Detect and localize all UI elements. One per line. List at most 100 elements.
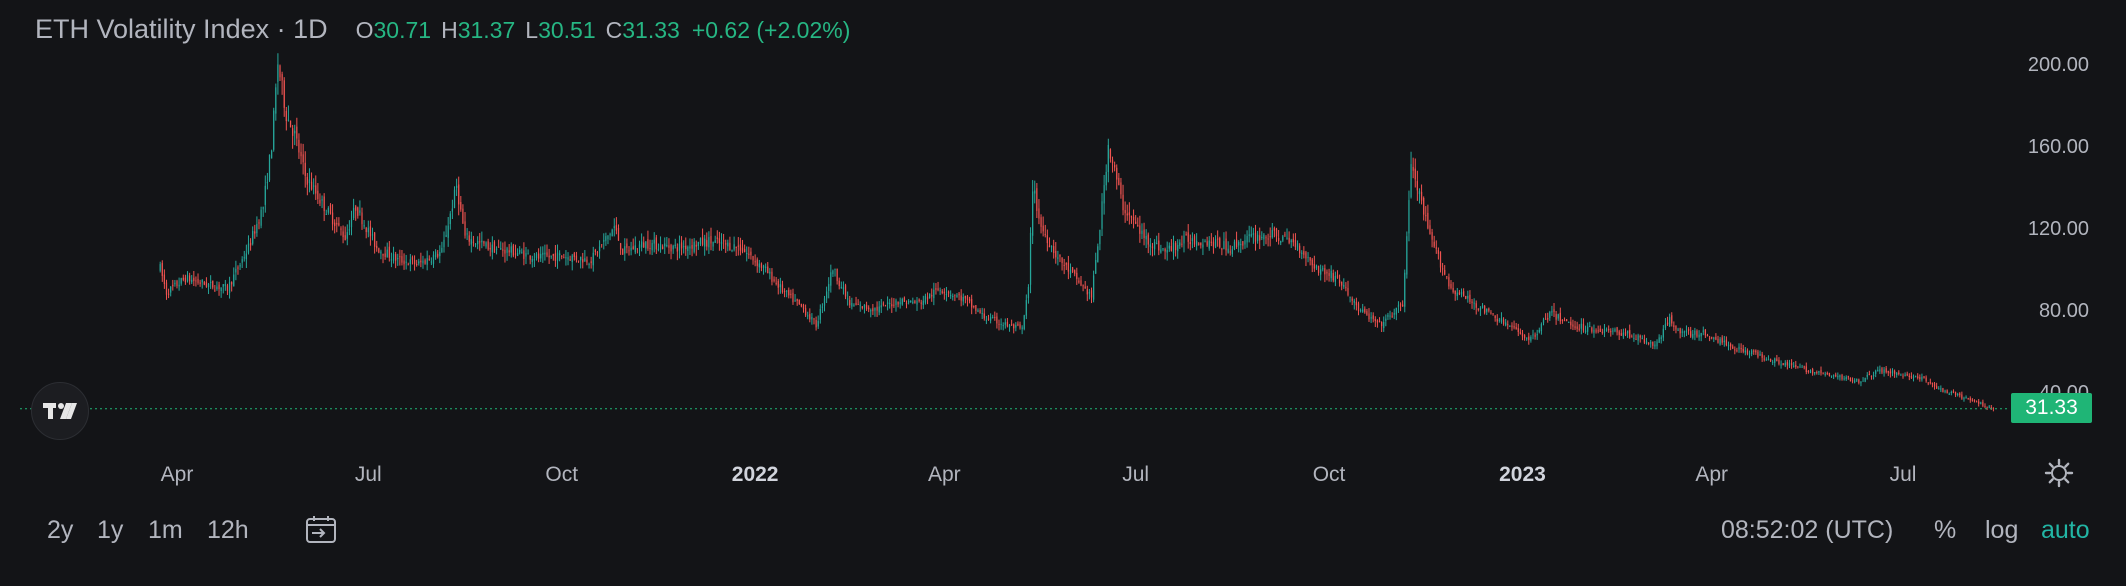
candle — [1212, 237, 1215, 254]
candle — [994, 311, 996, 321]
candle — [695, 240, 697, 256]
candle — [1006, 318, 1009, 328]
candle — [1881, 366, 1883, 375]
candle — [1885, 366, 1887, 374]
percent-scale-button[interactable]: % — [1934, 515, 1957, 544]
utc-clock[interactable]: 08:52:02 (UTC) — [1721, 515, 1894, 544]
candle — [767, 261, 769, 274]
candle — [1944, 389, 1946, 394]
candle — [889, 298, 891, 309]
candle — [1004, 318, 1006, 329]
candle — [409, 253, 411, 272]
gear-icon[interactable] — [2043, 457, 2075, 489]
candle — [556, 244, 559, 269]
candle — [1027, 284, 1030, 304]
candle — [861, 306, 863, 310]
candle — [1088, 288, 1091, 300]
candle — [174, 279, 176, 287]
candle — [481, 231, 483, 249]
candle — [847, 291, 849, 306]
tradingview-logo-icon[interactable] — [31, 382, 89, 440]
candle — [933, 282, 935, 306]
symbol-title[interactable]: ETH Volatility Index · 1D — [35, 14, 328, 44]
auto-scale-button[interactable]: auto — [2041, 515, 2090, 544]
candle — [216, 281, 218, 291]
candle — [1320, 264, 1322, 281]
candle — [170, 285, 172, 297]
candle — [1622, 328, 1625, 339]
candle — [1969, 396, 1971, 403]
candle — [338, 217, 340, 227]
candle — [270, 149, 273, 159]
candle — [571, 253, 573, 271]
candle — [1248, 225, 1250, 243]
candle — [1683, 330, 1685, 338]
x-tick-label: Jul — [355, 463, 382, 486]
candle — [664, 237, 666, 255]
candle — [403, 253, 405, 270]
candle — [1252, 227, 1255, 244]
candle — [1441, 262, 1444, 276]
candle — [1515, 322, 1517, 330]
candle — [1122, 184, 1124, 216]
candle — [672, 244, 674, 254]
candle — [1002, 322, 1004, 331]
candle — [441, 241, 443, 254]
calendar-range-icon[interactable] — [304, 514, 338, 546]
candle — [1364, 306, 1366, 314]
candle — [1055, 242, 1057, 264]
candle — [1704, 328, 1707, 338]
candle — [903, 296, 906, 303]
candle — [1612, 327, 1614, 335]
candle — [1946, 389, 1948, 394]
log-scale-button[interactable]: log — [1985, 515, 2019, 544]
candle — [683, 240, 685, 254]
candle — [739, 237, 742, 256]
range-12h-button[interactable]: 12h — [207, 515, 249, 544]
candle — [1124, 201, 1126, 223]
range-1y-button[interactable]: 1y — [97, 515, 124, 544]
candle — [1725, 336, 1728, 347]
range-2y-button[interactable]: 2y — [47, 515, 74, 544]
candle — [1227, 241, 1229, 254]
y-tick-label: 80.00 — [2039, 300, 2089, 322]
close-value: 31.33 — [622, 17, 680, 43]
candle — [783, 288, 786, 298]
candle — [1378, 317, 1381, 323]
range-1m-button[interactable]: 1m — [148, 515, 183, 544]
candle — [281, 71, 283, 95]
candle — [1843, 375, 1845, 381]
x-tick-label: Oct — [1313, 463, 1346, 486]
candle — [844, 283, 847, 300]
candle — [537, 248, 540, 263]
candle — [977, 308, 979, 313]
candle — [1423, 196, 1425, 221]
candle — [1326, 269, 1328, 281]
candle — [321, 195, 323, 209]
candle — [771, 268, 773, 286]
candle — [937, 281, 939, 292]
candle — [1727, 341, 1730, 351]
time-axis[interactable]: Apr Jul Oct 2022 Apr Jul Oct 2023 Apr Jul — [161, 463, 1917, 486]
candle — [1772, 359, 1774, 366]
candle — [197, 273, 199, 285]
candle — [1370, 312, 1372, 323]
candle — [1526, 337, 1528, 341]
candle — [1414, 158, 1416, 188]
candle — [1433, 235, 1435, 248]
candle — [1076, 267, 1078, 285]
candle — [931, 288, 933, 302]
candle — [1420, 184, 1423, 205]
candle — [1782, 362, 1784, 366]
candle — [1698, 330, 1700, 341]
candle — [947, 290, 950, 298]
candle — [432, 251, 435, 268]
candle — [1437, 247, 1440, 260]
candle — [733, 236, 735, 252]
candle — [1208, 236, 1210, 251]
candle — [1351, 296, 1353, 306]
candle — [868, 305, 870, 313]
candle — [268, 154, 271, 182]
